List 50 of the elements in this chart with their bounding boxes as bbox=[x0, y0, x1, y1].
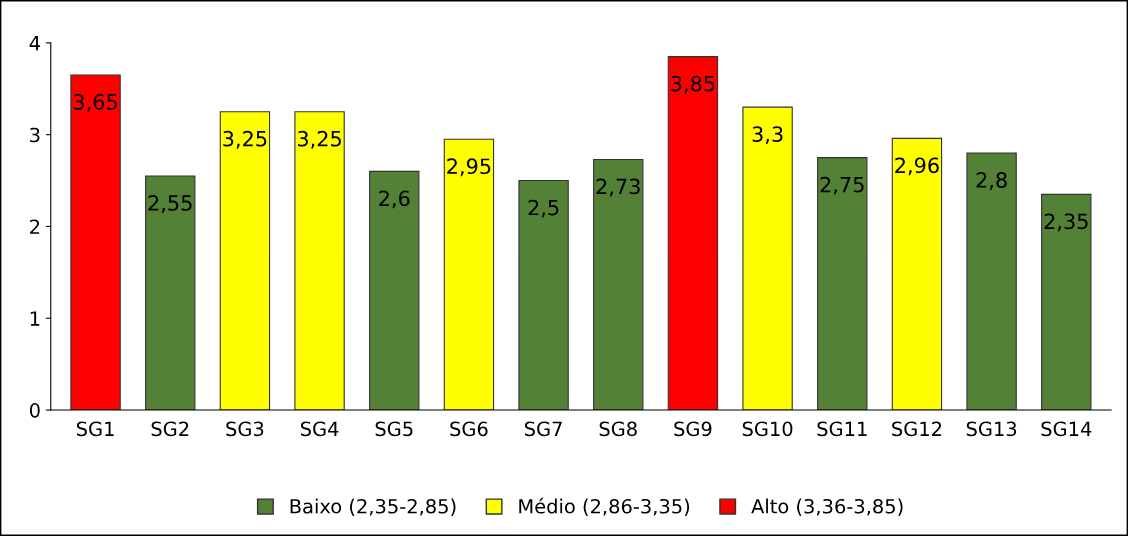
x-tick-label: SG3 bbox=[226, 421, 264, 437]
x-tick-label: SG9 bbox=[674, 421, 712, 437]
data-label: 2,6 bbox=[379, 190, 410, 209]
legend-label: Médio (2,86-3,35) bbox=[519, 497, 690, 516]
data-label: 2,55 bbox=[148, 195, 192, 213]
bar bbox=[742, 106, 793, 411]
bar bbox=[518, 180, 569, 411]
x-tick-label: SG10 bbox=[742, 421, 793, 437]
y-tick-label: 3 bbox=[30, 127, 40, 143]
y-tick-label: 0 bbox=[29, 403, 40, 418]
data-label: 2,73 bbox=[596, 178, 640, 197]
data-label: 2,8 bbox=[976, 172, 1007, 191]
bar bbox=[219, 111, 271, 411]
data-label: 2,95 bbox=[447, 158, 491, 177]
x-tick-label: SG2 bbox=[151, 421, 189, 437]
bar bbox=[443, 138, 495, 411]
bar bbox=[817, 157, 868, 411]
data-label: 3,85 bbox=[671, 75, 715, 94]
y-tick-label: 1 bbox=[30, 311, 40, 326]
x-tick-label: SG13 bbox=[966, 421, 1017, 437]
y-tick-label: 4 bbox=[29, 36, 40, 51]
y-tick-label: 2 bbox=[30, 219, 40, 234]
data-label: 3,3 bbox=[752, 126, 783, 145]
bar bbox=[593, 158, 644, 411]
x-tick-label: SG14 bbox=[1041, 421, 1092, 437]
bar bbox=[966, 152, 1017, 411]
x-tick-label: SG12 bbox=[892, 421, 942, 437]
bar bbox=[70, 74, 121, 411]
x-tick-label: SG5 bbox=[375, 421, 413, 437]
x-tick-label: SG1 bbox=[76, 421, 114, 437]
bar bbox=[1041, 193, 1092, 411]
data-label: 3,25 bbox=[297, 130, 341, 149]
x-tick-label: SG7 bbox=[524, 421, 562, 437]
bar bbox=[891, 137, 943, 411]
legend-label: Alto (3,36-3,85) bbox=[751, 498, 903, 516]
data-label: 2,5 bbox=[528, 199, 559, 218]
x-tick-label: SG6 bbox=[450, 421, 488, 437]
legend-label: Baixo (2,35-2,85) bbox=[290, 498, 456, 516]
data-label: 3,25 bbox=[223, 130, 267, 149]
x-tick-label: SG8 bbox=[599, 421, 637, 437]
data-label: 2,75 bbox=[820, 176, 864, 195]
data-label: 2,35 bbox=[1044, 213, 1088, 232]
data-label: 3,65 bbox=[73, 94, 117, 112]
x-tick-label: SG4 bbox=[300, 421, 339, 437]
bar bbox=[145, 175, 196, 411]
x-tick-label: SG11 bbox=[817, 421, 867, 437]
data-label: 2,96 bbox=[895, 157, 939, 176]
bar bbox=[369, 170, 420, 411]
bar bbox=[294, 111, 345, 411]
bar bbox=[667, 56, 719, 411]
